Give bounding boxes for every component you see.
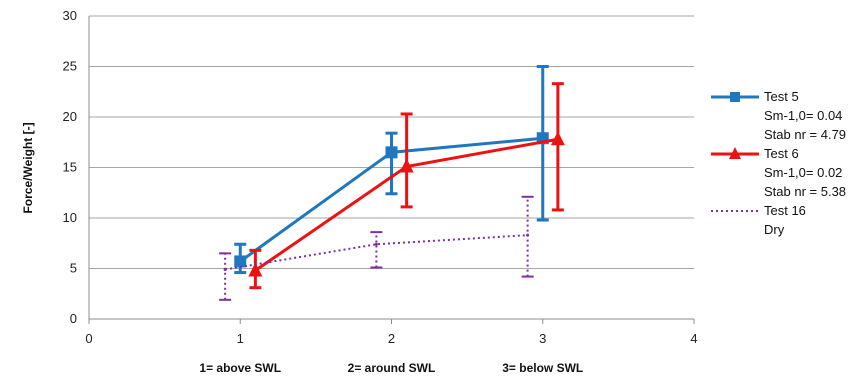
legend-text: Test 16 [764, 203, 806, 218]
series-test-5 [234, 65, 549, 275]
legend-text: Test 6 [764, 146, 799, 161]
x-tick-label: 4 [690, 331, 697, 346]
data-point [550, 131, 565, 146]
series-test-16 [219, 195, 534, 301]
category-label: 3= below SWL [502, 361, 583, 375]
legend-text: Stab nr = 4.79 [764, 127, 846, 142]
y-tick-label: 10 [63, 210, 77, 225]
y-tick-label: 30 [63, 8, 77, 23]
legend-text: Sm-1,0= 0.04 [764, 108, 842, 123]
x-tick-label: 2 [388, 331, 395, 346]
y-tick-label: 25 [63, 59, 77, 74]
legend-key-marker [729, 147, 741, 159]
y-tick-labels: 0 5 10 15 20 25 30 [63, 8, 77, 326]
x-tick-labels: 0 1 2 3 4 [85, 331, 697, 346]
data-point [223, 268, 227, 272]
category-label: 2= around SWL [348, 361, 436, 375]
legend-entry: Test 5 Sm-1,0= 0.04 Stab nr = 4.79 [711, 89, 846, 142]
category-labels: 1= above SWL 2= around SWL 3= below SWL [199, 361, 583, 375]
data-point [385, 146, 398, 159]
legend-entry: Test 16 Dry [711, 203, 806, 237]
series-line [224, 234, 528, 271]
legend: Test 5 Sm-1,0= 0.04 Stab nr = 4.79 Test 6 Sm… [711, 89, 846, 237]
data-point [526, 233, 530, 237]
x-tick-label: 0 [85, 331, 92, 346]
category-label: 1= above SWL [199, 361, 281, 375]
y-tick-label: 15 [63, 160, 77, 175]
legend-entry: Test 6 Sm-1,0= 0.02 Stab nr = 5.38 [711, 146, 846, 199]
gridlines [89, 15, 694, 320]
y-tick-label: 5 [70, 261, 77, 276]
axes [88, 16, 695, 324]
legend-key-marker [730, 92, 740, 102]
legend-text: Dry [764, 222, 785, 237]
data-point [248, 262, 263, 277]
legend-text: Test 5 [764, 89, 799, 104]
series-test-6 [248, 82, 565, 290]
data-point [234, 255, 247, 268]
legend-text: Stab nr = 5.38 [764, 184, 846, 199]
legend-text: Sm-1,0= 0.02 [764, 165, 842, 180]
y-axis-title: Force/Weight [-] [21, 122, 35, 213]
y-tick-label: 0 [70, 311, 77, 326]
x-tick-label: 1 [237, 331, 244, 346]
data-point [374, 242, 378, 246]
y-tick-label: 20 [63, 109, 77, 124]
series-layer [219, 65, 565, 301]
x-tick-label: 3 [539, 331, 546, 346]
data-point [399, 158, 414, 173]
